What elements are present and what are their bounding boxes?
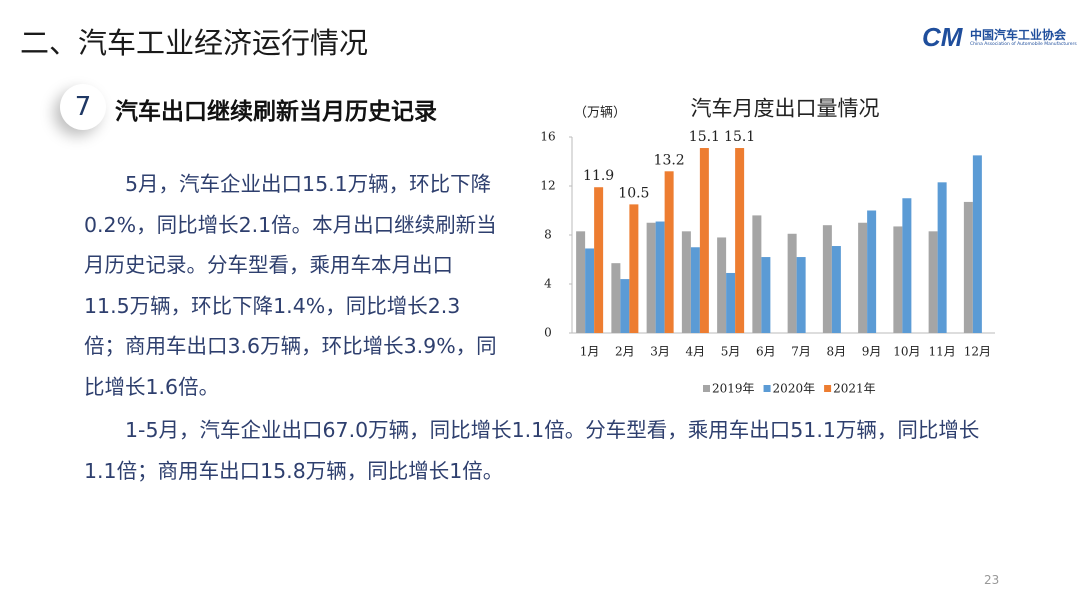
- data-label: 13.2: [654, 152, 685, 168]
- bar: [858, 222, 868, 333]
- bar: [972, 155, 982, 333]
- y-axis-label: （万辆）: [574, 106, 626, 121]
- legend-label: 2021年: [833, 382, 876, 396]
- bar: [822, 225, 832, 333]
- bar: [576, 231, 586, 333]
- bar: [902, 198, 912, 333]
- x-tick-label: 11月: [928, 345, 955, 359]
- bar: [726, 272, 736, 333]
- chart-title: 汽车月度出口量情况: [691, 97, 880, 121]
- bar: [664, 171, 674, 333]
- bar: [594, 187, 604, 333]
- x-tick-label: 8月: [827, 345, 847, 359]
- bar: [699, 148, 709, 333]
- bar: [937, 182, 947, 333]
- bar: [646, 222, 656, 333]
- bar: [963, 201, 973, 333]
- y-tick-label: 12: [540, 179, 555, 193]
- x-tick-label: 3月: [650, 345, 670, 359]
- paragraph: 5月，汽车企业出口15.1万辆，环比下降0.2%，同比增长2.1倍。本月出口继续…: [84, 172, 497, 399]
- slide-title: 二、汽车工业经济运行情况: [20, 26, 369, 60]
- x-tick-label: 9月: [862, 345, 882, 359]
- bar: [585, 248, 595, 333]
- x-tick-label: 6月: [756, 345, 776, 359]
- bar: [681, 231, 691, 333]
- y-tick-label: 0: [544, 326, 552, 340]
- legend-label: 2020年: [773, 382, 816, 396]
- bar: [717, 237, 727, 333]
- x-tick-label: 7月: [791, 345, 811, 359]
- section-title: 汽车出口继续刷新当月历史记录: [115, 99, 437, 125]
- x-tick-label: 1月: [580, 345, 600, 359]
- x-tick-label: 4月: [686, 345, 706, 359]
- bar: [735, 148, 745, 333]
- bar: [629, 204, 639, 333]
- legend-swatch: [824, 385, 832, 392]
- bar: [752, 215, 762, 333]
- y-tick-label: 8: [544, 228, 552, 242]
- legend-label: 2019年: [712, 382, 755, 396]
- data-label: 11.9: [583, 168, 614, 184]
- logo-name: 中国汽车工业协会: [970, 28, 1067, 42]
- bar: [761, 257, 771, 333]
- legend-swatch: [703, 385, 710, 392]
- bar: [611, 263, 621, 333]
- y-tick-label: 16: [540, 130, 555, 144]
- bar: [690, 247, 700, 333]
- paragraph: 1-5月，汽车企业出口67.0万辆，同比增长1.1倍。分车型看，乘用车出口51.…: [84, 418, 980, 483]
- bar: [620, 279, 630, 333]
- bar: [796, 257, 806, 333]
- bar: [928, 231, 938, 333]
- section-number: 7: [60, 84, 106, 130]
- data-label: 15.1: [689, 129, 720, 145]
- x-tick-label: 10月: [893, 345, 920, 359]
- bar: [655, 221, 665, 333]
- bar: [893, 226, 903, 333]
- logo-subtitle: China Association of Automobile Manufact…: [970, 42, 1077, 47]
- legend-swatch: [763, 385, 771, 392]
- bar: [787, 233, 797, 333]
- x-tick-label: 5月: [721, 345, 741, 359]
- data-label: 15.1: [724, 129, 755, 145]
- data-label: 10.5: [618, 185, 649, 201]
- bar: [831, 246, 841, 333]
- bar: [867, 210, 877, 333]
- logo-mark: CM: [922, 22, 963, 52]
- x-tick-label: 2月: [615, 345, 635, 359]
- x-tick-label: 12月: [964, 345, 991, 359]
- y-tick-label: 4: [544, 277, 552, 291]
- page-number: 23: [984, 573, 1000, 587]
